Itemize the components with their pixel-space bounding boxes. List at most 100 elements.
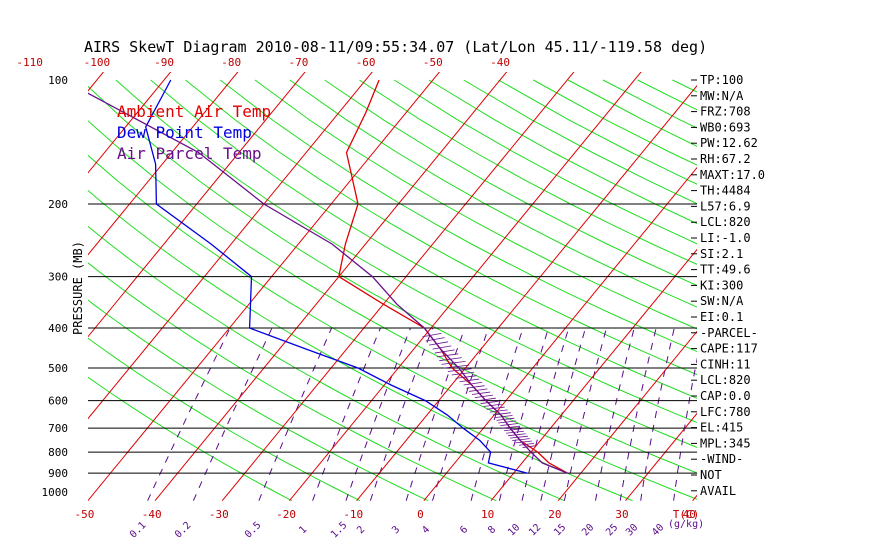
cape-hatch [439, 357, 462, 362]
isotherm [0, 71, 37, 501]
top-temp-tick-label: -80 [221, 56, 241, 69]
mixing-ratio-line [405, 327, 466, 501]
pressure-tick-label: 800 [48, 446, 68, 459]
cape-hatch [477, 397, 496, 401]
isotherm [221, 72, 575, 502]
dry-adiabat [88, 85, 697, 448]
index-entry: CAPE:117 [700, 342, 758, 356]
axis-ticks: 1002003004005006007008009001000-120-110-… [16, 56, 704, 541]
pressure-tick-label: 700 [48, 422, 68, 435]
bottom-temp-tick-label: -40 [142, 508, 162, 521]
pressure-tick-label: 400 [48, 322, 68, 335]
cape-hatch [451, 371, 475, 376]
temp-unit-label: T(C) [673, 508, 700, 521]
cape-hatch [506, 430, 524, 434]
grid-lines [0, 71, 870, 502]
mixing-ratio-tick-label: 8 [486, 524, 498, 536]
top-temp-tick-label: -110 [16, 56, 43, 69]
mixing-ratio-line [673, 357, 697, 501]
cape-hatch [510, 435, 528, 439]
mixing-ratio-line [498, 327, 549, 501]
mixing-ratio-line [432, 327, 489, 501]
pressure-tick-label: 300 [48, 271, 68, 284]
isotherm [88, 72, 373, 420]
bottom-temp-tick-label: 40 [683, 508, 696, 521]
mixing-ratio-tick-label: 12 [527, 522, 543, 538]
dry-adiabat [88, 225, 565, 502]
dry-adiabat [88, 337, 361, 502]
mixing-ratio-tick-label: 10 [506, 522, 522, 538]
pressure-tick-label: 900 [48, 467, 68, 480]
isotherm [154, 72, 508, 502]
cape-hatch [515, 440, 533, 444]
index-entry: L57:6.9 [700, 199, 751, 213]
index-entry: RH:67.2 [700, 152, 751, 166]
index-entry: LCL:820 [700, 215, 751, 229]
mixing-ratio-tick-label: 2 [355, 524, 367, 536]
index-entry: TT:49.6 [700, 263, 751, 277]
mixing-ratio-line [640, 327, 675, 501]
pressure-tick-label: 600 [48, 395, 68, 408]
mixing-ratio-tick-label: 6 [458, 524, 470, 536]
mixing-ratio-tick-label: 0.5 [243, 520, 264, 541]
dry-adiabat [254, 79, 697, 330]
mixing-ratio-line [192, 327, 273, 501]
mixing-ratio-line [147, 327, 231, 501]
cape-hatch [494, 415, 513, 419]
index-entry: LFC:780 [700, 405, 751, 419]
isotherm [356, 84, 697, 502]
mixing-ratio-unit-label: (g/kg) [668, 519, 704, 530]
dry-adiabat [777, 80, 870, 501]
top-temp-tick-label: -60 [356, 56, 376, 69]
isotherm [88, 72, 306, 338]
index-entry: PW:12.62 [700, 136, 758, 150]
dry-adiabat [88, 376, 293, 502]
cape-hatch [443, 364, 470, 369]
bottom-temp-tick-label: 0 [417, 508, 424, 521]
mixing-ratio-tick-label: 25 [604, 522, 620, 538]
pressure-tick-label: 1000 [42, 486, 69, 499]
dry-adiabat [88, 189, 633, 502]
mixing-ratio-line [312, 327, 381, 501]
cape-hatch [447, 368, 472, 372]
mixing-ratio-tick-label: 1 [297, 524, 309, 536]
cape-hatch [519, 442, 535, 446]
index-entry: EI:0.1 [700, 310, 743, 324]
index-entry: EL:415 [700, 421, 743, 435]
index-entry: SW:N/A [700, 294, 744, 308]
cape-hatch [512, 438, 530, 441]
mixing-ratio-line [595, 327, 635, 501]
series-clip-group [88, 79, 568, 474]
cape-hatch [486, 406, 505, 410]
dry-adiabat [185, 79, 697, 376]
cape-hatch [502, 425, 521, 429]
series-line-ambient-air-temp [338, 79, 568, 474]
index-entry: MAXT:17.0 [700, 168, 765, 182]
mixing-ratio-line [521, 327, 570, 501]
mixing-ratio-line [470, 327, 524, 501]
isotherm [557, 330, 697, 502]
mixing-ratio-tick-label: 1.5 [329, 520, 350, 541]
bottom-temp-tick-label: -50 [75, 508, 95, 521]
index-entry: KI:300 [700, 278, 743, 292]
bottom-temp-tick-label: 20 [548, 508, 561, 521]
series-line-dew-point-temp [145, 79, 528, 474]
cape-hatch [508, 433, 526, 437]
cape-hatch [500, 423, 519, 427]
index-entry: MW:N/A [700, 89, 744, 103]
isotherm [423, 166, 697, 502]
pressure-tick-label: 500 [48, 362, 68, 375]
top-temp-tick-label: -50 [423, 56, 443, 69]
index-entry: TH:4484 [700, 184, 751, 198]
bottom-temp-tick-label: -10 [343, 508, 363, 521]
dry-adiabat [463, 79, 697, 205]
dry-adiabat [359, 79, 697, 265]
mixing-ratio-tick-label: 0.2 [173, 520, 194, 541]
cape-hatch [504, 428, 522, 432]
cape-hatch [422, 332, 442, 338]
index-entry: -PARCEL- [700, 326, 758, 340]
dry-adiabat [324, 79, 697, 286]
mixing-ratio-tick-label: 30 [624, 522, 640, 538]
index-entry: CAP:0.0 [700, 389, 751, 403]
